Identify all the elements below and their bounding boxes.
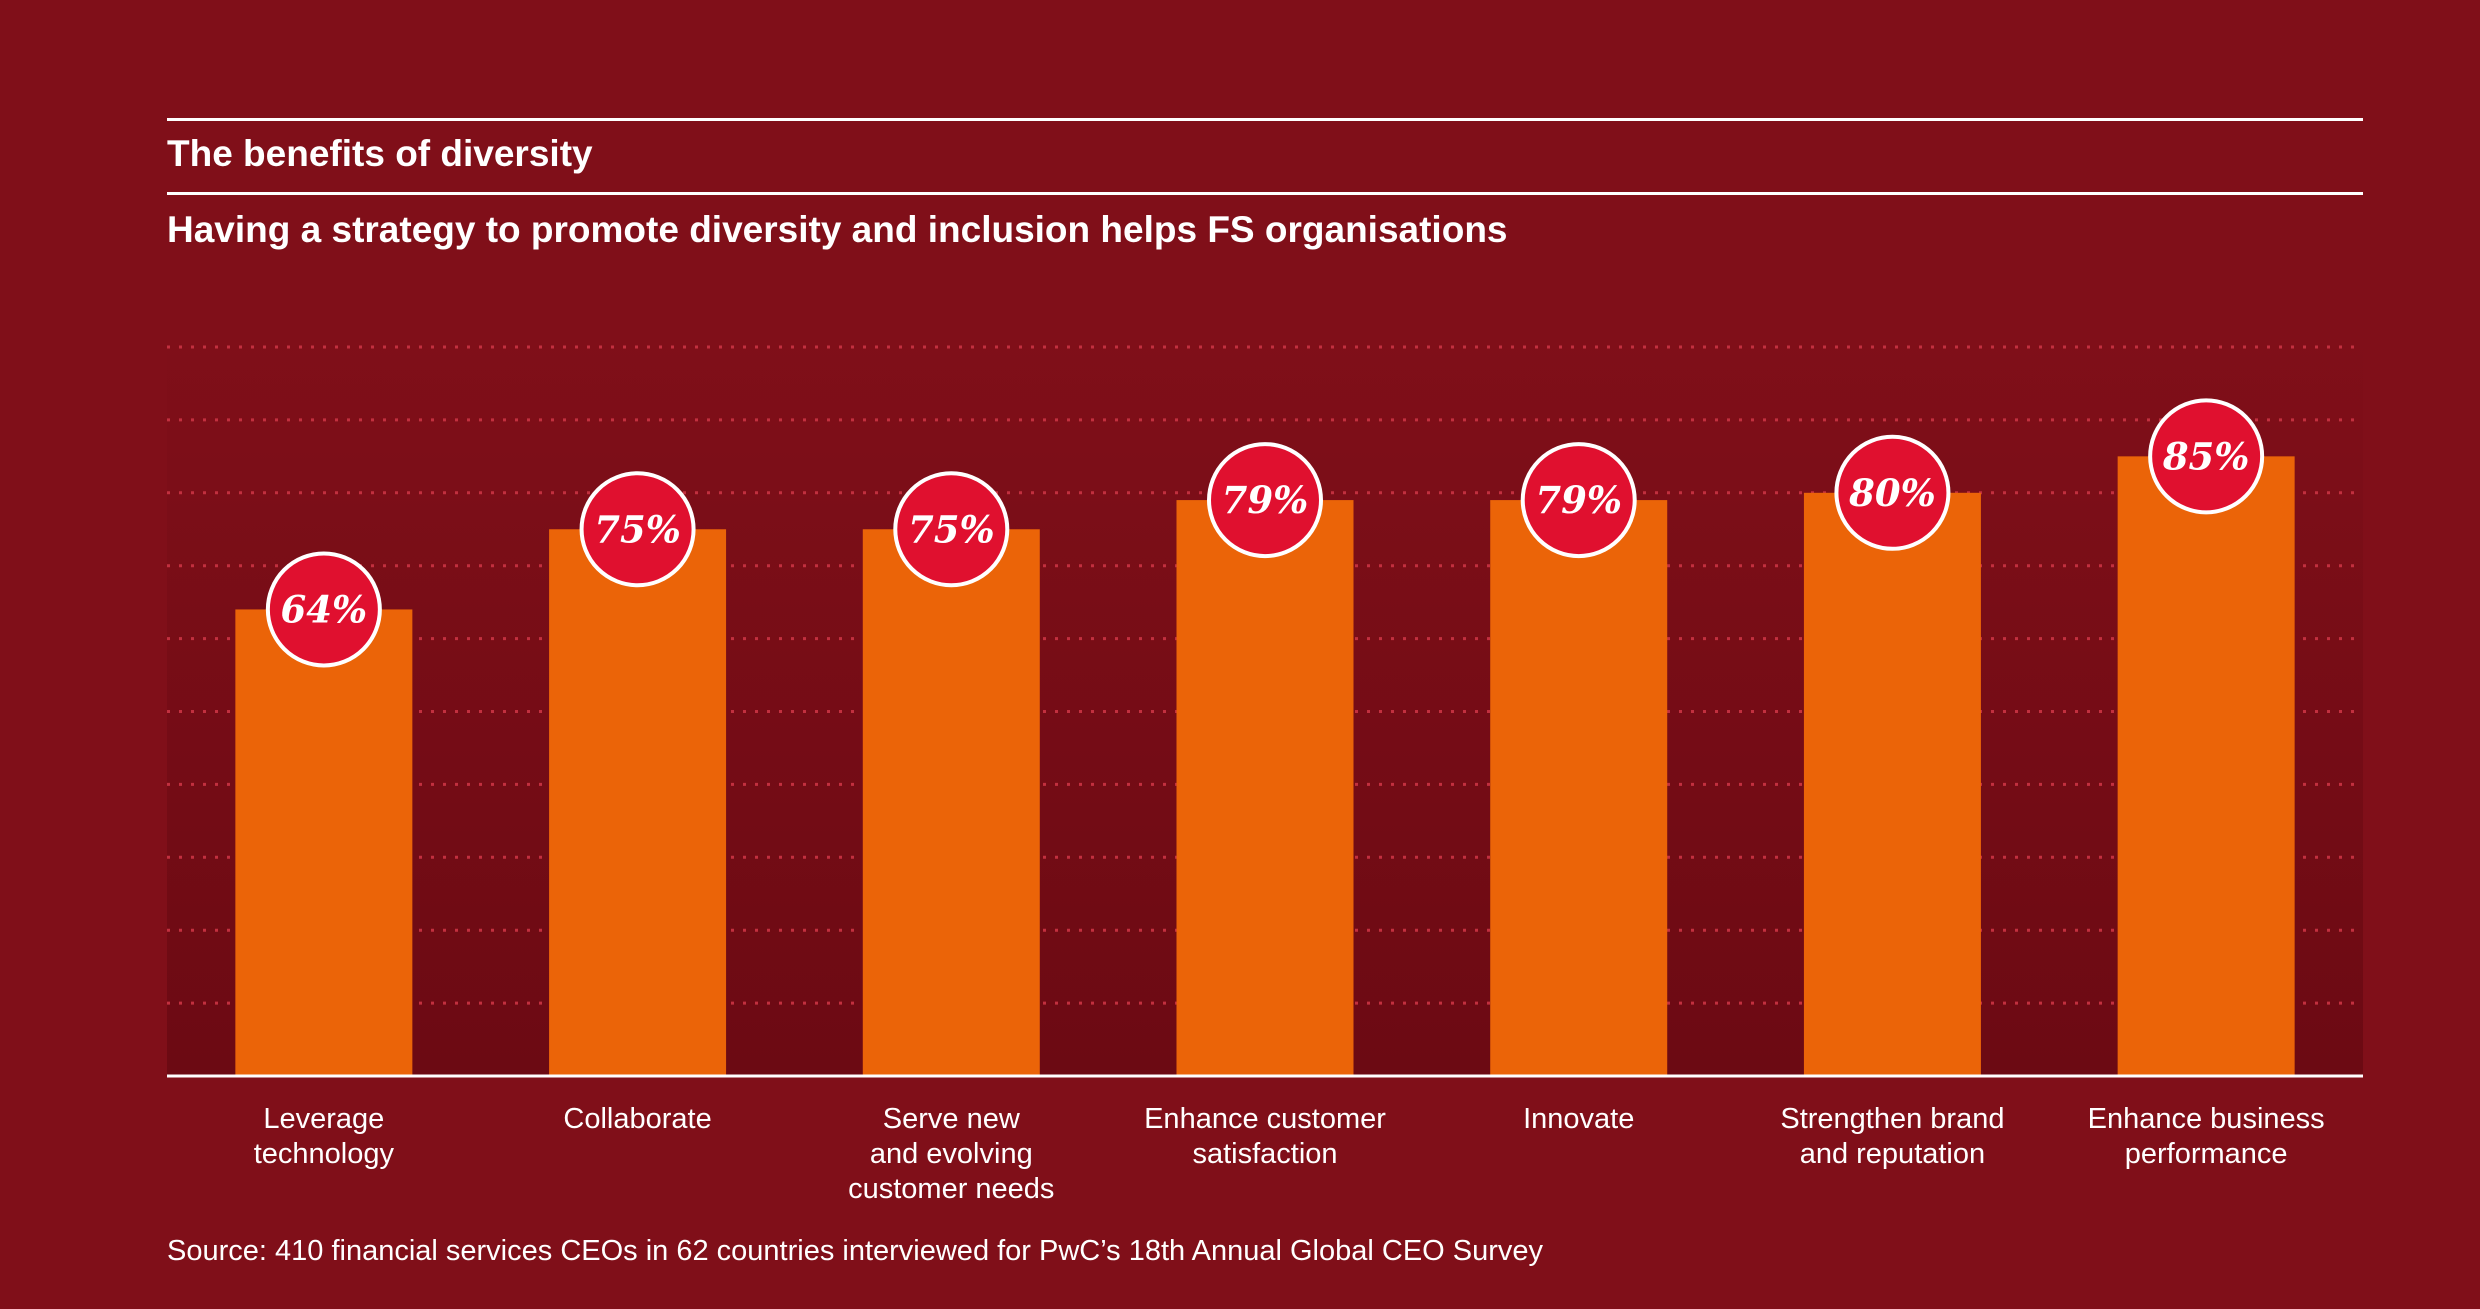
category-label-5: Strengthen brand and reputation [1780, 1103, 2004, 1170]
data-label-5: 80% [1848, 471, 1936, 515]
category-label-3: Enhance customer satisfaction [1144, 1103, 1386, 1170]
category-label-0-line-1: technology [254, 1138, 395, 1170]
value-badge-5: 80% [1834, 434, 1951, 551]
data-label-4: 79% [1535, 478, 1622, 522]
bar-2 [862, 529, 1040, 1076]
bar-6 [2117, 456, 2295, 1077]
bars [235, 456, 2295, 1077]
value-badge-circle-6 [2148, 398, 2265, 515]
chart-title: The benefits of diversity [167, 133, 593, 174]
top-rule [167, 118, 2363, 121]
bar-0 [235, 609, 413, 1076]
category-label-6-line-0: Enhance business [2088, 1103, 2325, 1135]
value-badge-circle-0 [265, 551, 382, 668]
title-rule [167, 192, 2363, 195]
category-label-2-line-1: and evolving [870, 1138, 1033, 1170]
value-badge-6: 85% [2148, 398, 2265, 515]
bar-5 [1803, 492, 1981, 1076]
category-label-2-line-0: Serve new [883, 1103, 1021, 1135]
value-badge-circle-5 [1834, 434, 1951, 551]
category-label-5-line-1: and reputation [1800, 1138, 1985, 1170]
value-badge-3: 79% [1207, 442, 1323, 559]
category-label-0: Leverage technology [254, 1103, 395, 1170]
category-label-2-line-2: customer needs [848, 1173, 1054, 1205]
value-badge-0: 64% [265, 551, 382, 668]
value-badge-circle-3 [1207, 442, 1323, 559]
bar-3 [1176, 500, 1354, 1077]
data-label-1: 75% [594, 507, 681, 551]
data-label-3: 79% [1222, 478, 1309, 522]
value-badges: 64% 75% 75% 79% 79% 80% 85% [265, 398, 2265, 668]
source-note: Source: 410 financial services CEOs in 6… [167, 1235, 1544, 1267]
category-label-3-line-0: Enhance customer [1144, 1103, 1386, 1135]
value-badge-circle-2 [893, 471, 1010, 588]
data-label-6: 85% [2162, 434, 2250, 478]
category-label-1-line-0: Collaborate [563, 1103, 711, 1135]
value-badge-4: 79% [1520, 442, 1637, 559]
category-label-4-line-0: Innovate [1523, 1103, 1634, 1135]
value-badge-circle-1 [579, 471, 696, 588]
value-badge-2: 75% [893, 471, 1010, 588]
category-label-1: Collaborate [563, 1103, 711, 1135]
category-label-5-line-0: Strengthen brand [1780, 1103, 2004, 1135]
value-badge-1: 75% [579, 471, 696, 588]
data-label-0: 64% [281, 587, 368, 631]
category-label-4: Innovate [1523, 1103, 1634, 1135]
category-label-6-line-1: performance [2125, 1138, 2288, 1170]
category-label-6: Enhance business performance [2088, 1103, 2325, 1170]
category-label-3-line-1: satisfaction [1192, 1138, 1337, 1170]
chart-subtitle: Having a strategy to promote diversity a… [167, 209, 1508, 250]
bar-4 [1490, 500, 1668, 1077]
category-label-0-line-0: Leverage [263, 1103, 384, 1135]
category-label-2: Serve new and evolving customer needs [848, 1103, 1054, 1205]
value-badge-circle-4 [1520, 442, 1637, 559]
data-label-2: 75% [908, 507, 995, 551]
bar-1 [549, 529, 727, 1076]
